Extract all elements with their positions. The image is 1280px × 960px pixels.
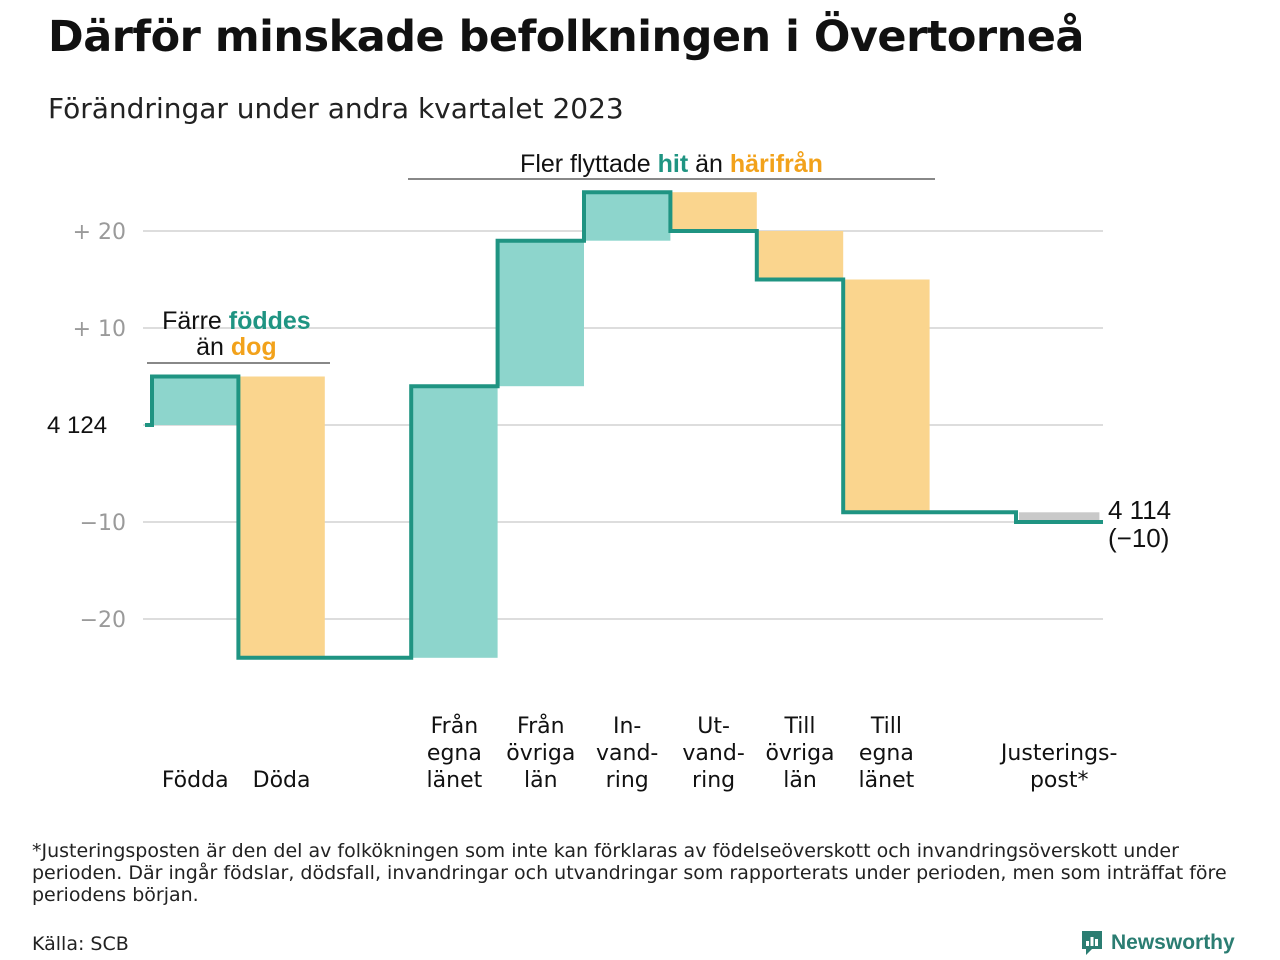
x-category-label: län xyxy=(524,768,558,793)
x-category-label: Från xyxy=(431,713,479,739)
births-annotation-line2: än dog xyxy=(196,333,277,361)
migration-annotation: Fler flyttade hit än härifrån xyxy=(520,150,823,178)
births-annotation-line1: Färre föddes xyxy=(162,307,311,335)
brand-name: Newsworthy xyxy=(1111,931,1235,954)
y-tick-label: −20 xyxy=(80,608,126,633)
x-category-label: övriga xyxy=(765,741,834,766)
brand-logo: Newsworthy xyxy=(1080,928,1235,958)
y-tick-label: + 10 xyxy=(73,317,126,342)
start-value-label: 4 124 xyxy=(47,412,107,439)
waterfall-bar xyxy=(670,192,757,231)
end-value-label: 4 114 xyxy=(1108,495,1171,525)
cumulative-step-line xyxy=(145,190,1103,660)
x-category-label: Ut- xyxy=(697,714,730,739)
x-category-label: övriga xyxy=(506,741,575,766)
x-category-label: In- xyxy=(613,714,641,739)
x-category-label: egna xyxy=(427,741,482,766)
x-category-label: post* xyxy=(1030,768,1089,793)
x-category-label: egna xyxy=(859,741,914,766)
waterfall-bar xyxy=(843,279,930,513)
waterfall-bar xyxy=(1019,512,1100,522)
x-category-label: länet xyxy=(427,768,483,793)
waterfall-bar xyxy=(238,376,325,658)
x-category-label: vand- xyxy=(682,741,744,766)
waterfall-chart: + 20 + 10 −10 −20 4 124 4 114(−10) Födda Döda Fr… xyxy=(47,150,1171,793)
newsworthy-logo-icon xyxy=(1082,931,1102,955)
waterfall-bar xyxy=(497,240,584,387)
footnote: *Justeringsposten är den del av folkökni… xyxy=(32,840,1227,906)
waterfall-bar xyxy=(152,376,239,425)
source-note: Källa: SCB xyxy=(32,933,129,955)
x-category-label: Till xyxy=(783,714,815,739)
x-category-label: Justerings- xyxy=(999,741,1118,766)
chart-subtitle: Förändringar under andra kvartalet 2023 xyxy=(48,92,624,125)
y-tick-label: + 20 xyxy=(73,220,126,245)
x-category-label: ring xyxy=(606,768,649,793)
x-category-label: län xyxy=(783,768,817,793)
end-change-label: (−10) xyxy=(1108,523,1169,553)
waterfall-bar xyxy=(756,231,844,280)
x-category-label: ring xyxy=(692,768,735,793)
waterfall-bar xyxy=(411,386,498,658)
waterfall-bar xyxy=(584,192,671,241)
x-category-label: vand- xyxy=(596,741,658,766)
x-category-label: Döda xyxy=(253,768,311,793)
x-category-label: länet xyxy=(859,768,915,793)
x-category-label: Från xyxy=(517,713,565,739)
chart-title: Därför minskade befolkningen i Övertorne… xyxy=(48,12,1084,62)
y-tick-label: −10 xyxy=(80,511,126,536)
x-category-label: Till xyxy=(870,714,902,739)
x-category-label: Födda xyxy=(162,768,229,793)
